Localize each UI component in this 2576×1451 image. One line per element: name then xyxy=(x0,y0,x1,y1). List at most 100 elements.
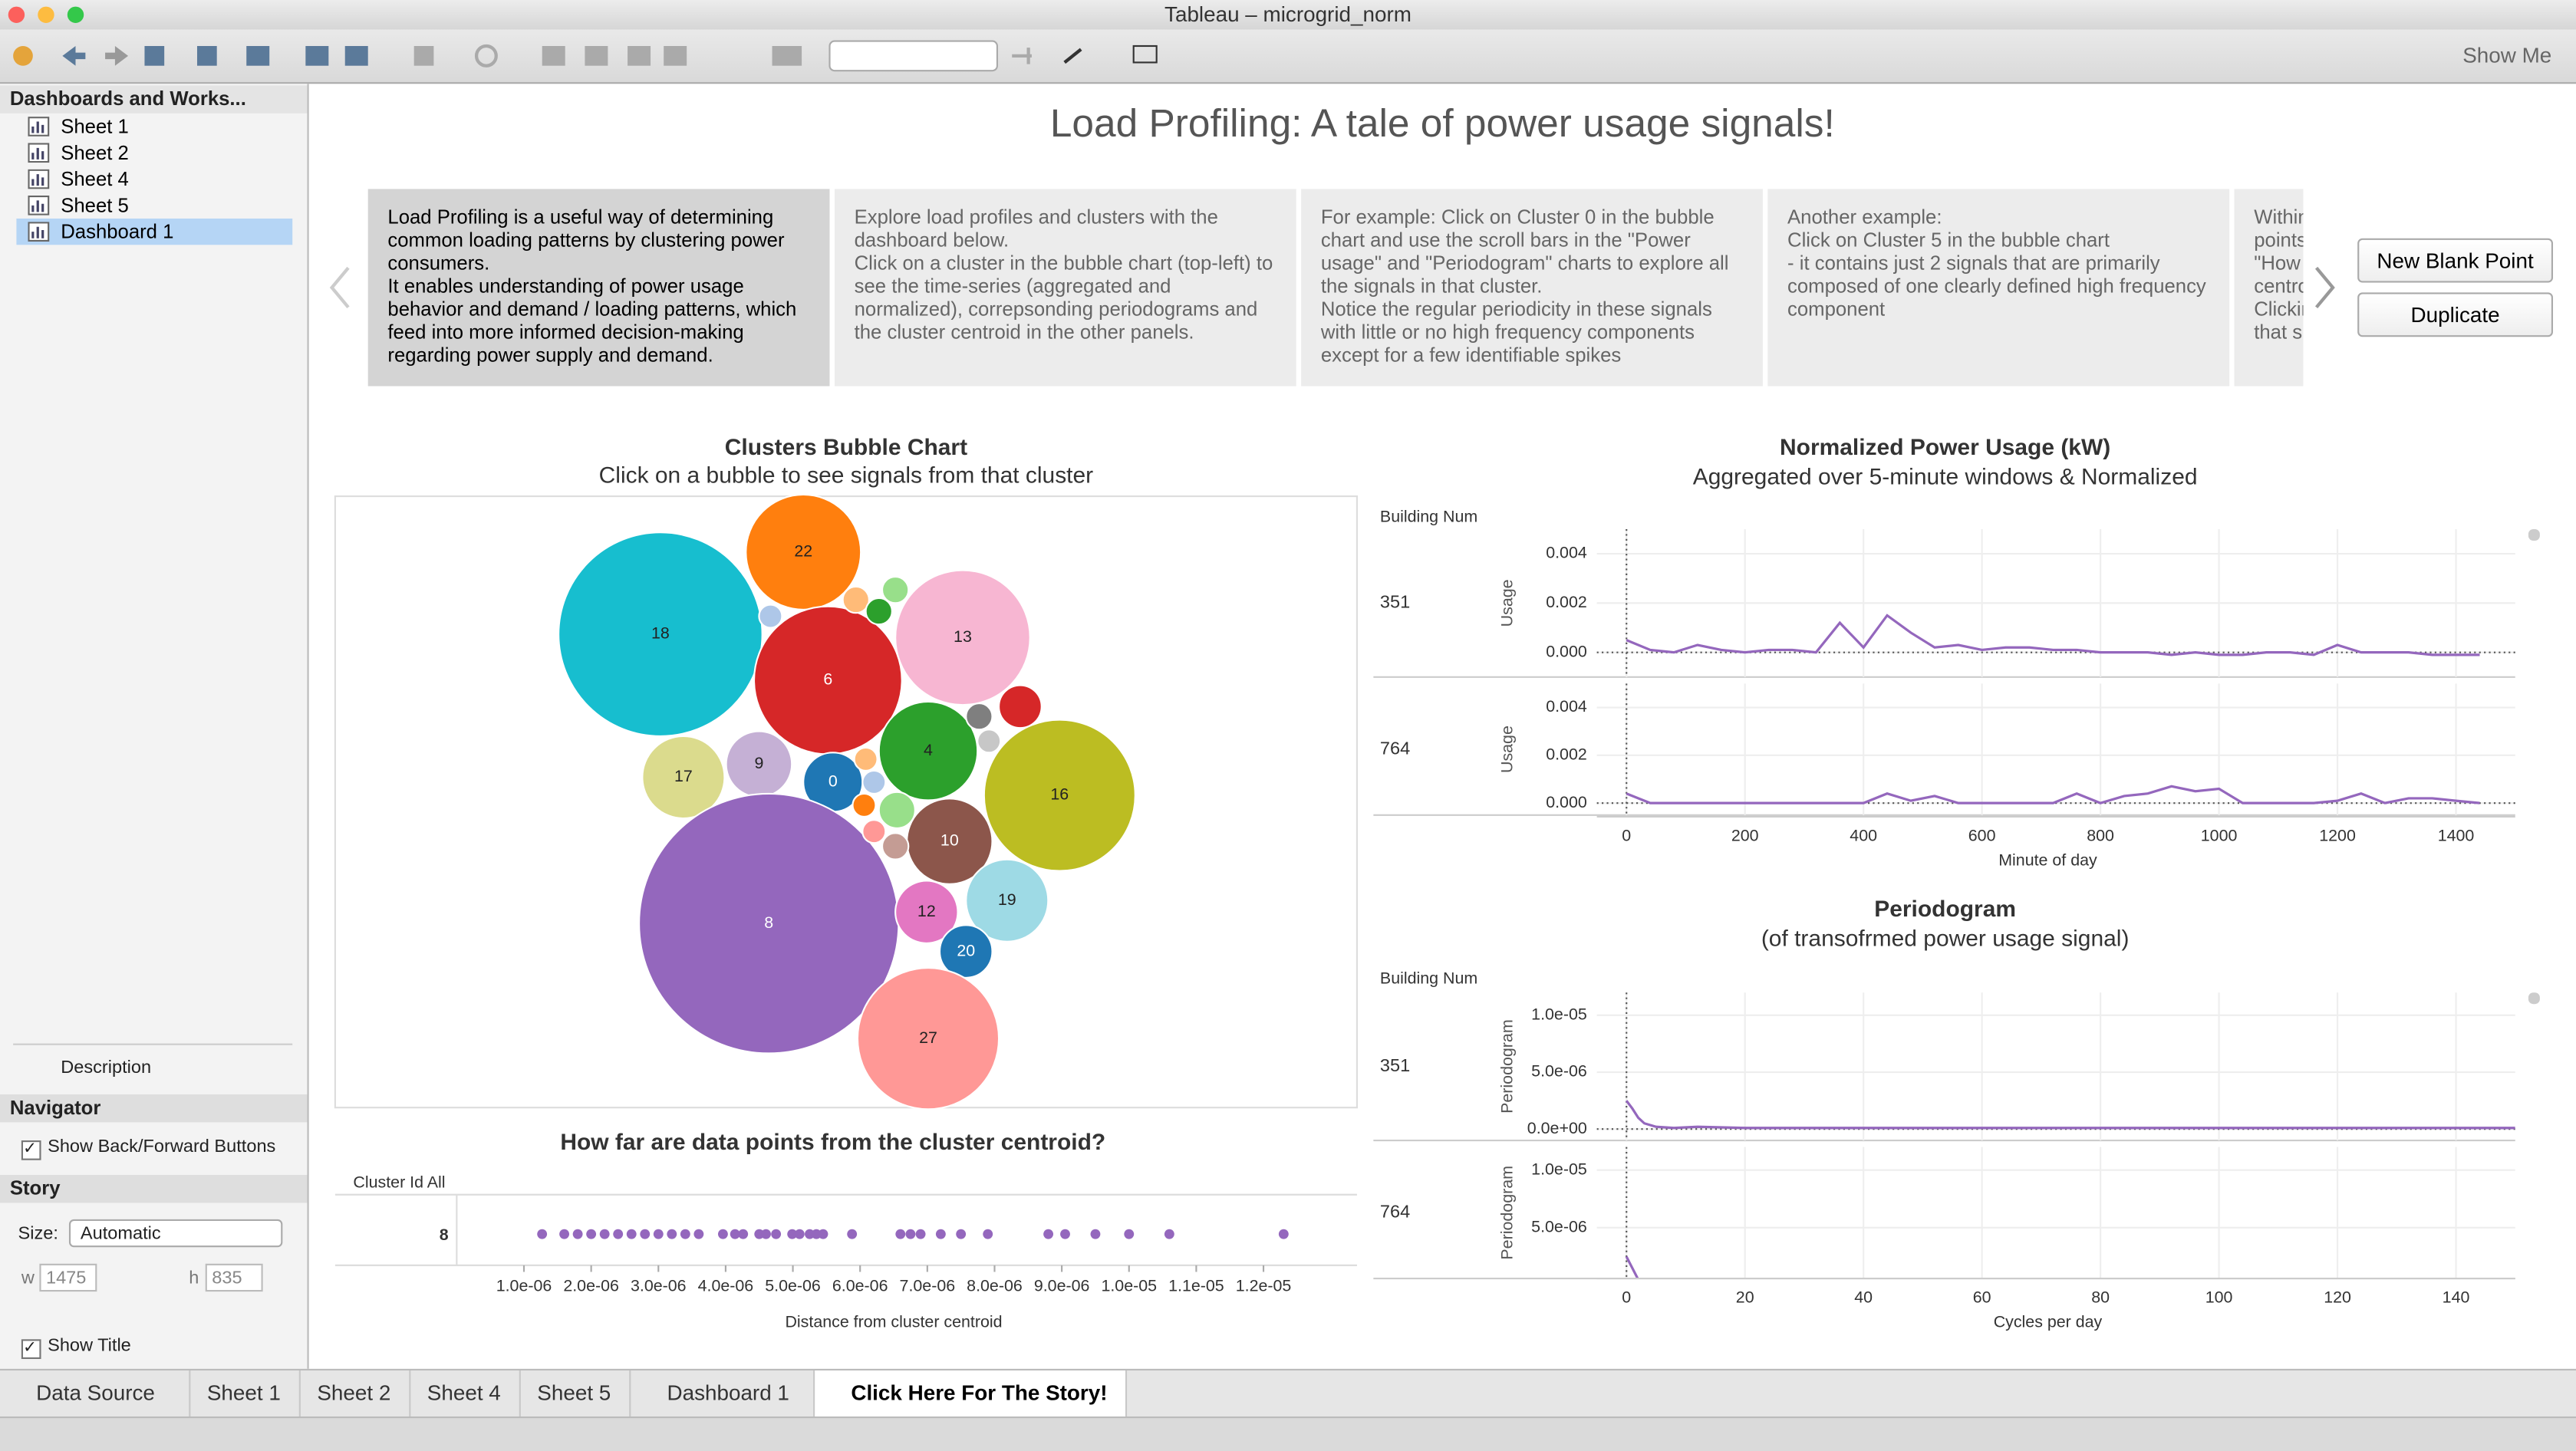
bubble xyxy=(938,924,993,979)
facet-header: Building Num xyxy=(1380,969,1477,988)
toolbar-icon[interactable] xyxy=(772,45,802,66)
arrow-shape[interactable] xyxy=(329,266,350,309)
description-link[interactable]: Description xyxy=(61,1058,152,1078)
arrow-shape[interactable] xyxy=(2314,266,2335,309)
toolbar: Show Me xyxy=(0,29,2576,84)
bubble xyxy=(842,585,870,614)
prev-arrow[interactable] xyxy=(322,263,355,312)
bubble xyxy=(853,746,878,772)
width-input[interactable]: 1475 xyxy=(39,1263,97,1292)
checkbox[interactable]: ✓ xyxy=(21,1339,41,1360)
sheet-tab[interactable]: Click Here For The Story! xyxy=(815,1370,1128,1417)
toolbar-icon[interactable] xyxy=(1012,48,1032,64)
forward-button[interactable] xyxy=(105,45,129,66)
y-axis-label: Usage xyxy=(1498,726,1517,773)
dot xyxy=(915,1229,926,1239)
x-tick-label: 0 xyxy=(1622,826,1631,844)
toolbar-icon[interactable] xyxy=(196,45,217,66)
story-point[interactable]: For example: Click on Cluster 0 in the b… xyxy=(1301,189,1763,387)
size-dropdown[interactable]: Automatic xyxy=(68,1219,283,1248)
sheet-icon xyxy=(28,117,50,137)
toolbar-icon[interactable] xyxy=(246,45,270,66)
bubble xyxy=(865,597,893,626)
icon-bars xyxy=(31,200,44,212)
x-tick-label: 7.0e-06 xyxy=(900,1276,956,1295)
toolbar-icon[interactable] xyxy=(1132,44,1158,64)
sheet-icon xyxy=(28,143,50,163)
bubble xyxy=(856,966,1000,1110)
bubble-label: 27 xyxy=(919,1028,937,1047)
x-tick-label: 1.2e-05 xyxy=(1236,1276,1292,1295)
show-title-option[interactable]: ✓ Show Title xyxy=(21,1336,131,1360)
x-tick-label: 1.1e-05 xyxy=(1168,1276,1224,1295)
y-tick-label: 0.000 xyxy=(1546,793,1587,811)
facet-header: Building Num xyxy=(1380,508,1477,526)
checkbox[interactable]: ✓ xyxy=(21,1140,41,1160)
toolbar-icon[interactable] xyxy=(542,45,565,66)
toolbar-icon[interactable] xyxy=(413,45,434,66)
story-point[interactable]: Explore load profiles and clusters with … xyxy=(834,189,1296,387)
chart-subtitle: Aggregated over 5-minute windows & Norma… xyxy=(1693,464,2198,489)
toolbar-icon-group[interactable] xyxy=(13,40,1158,72)
toolbar-icon[interactable] xyxy=(585,45,608,66)
bubble xyxy=(758,604,783,629)
x-tick-label: 60 xyxy=(1973,1288,1991,1306)
new-point-button[interactable]: New Blank Point xyxy=(2357,238,2554,283)
height-input[interactable]: 835 xyxy=(205,1263,263,1292)
sidebar-header: Dashboards and Works... xyxy=(0,85,308,114)
dot xyxy=(794,1229,805,1239)
toolbar-icon[interactable] xyxy=(628,45,651,66)
dot xyxy=(537,1229,548,1239)
dot xyxy=(761,1229,771,1239)
story-point[interactable]: Within points "How centro Clickin that s xyxy=(2234,189,2304,387)
sheet-tab[interactable]: Sheet 4 xyxy=(410,1370,521,1417)
y-axis-label: Periodogram xyxy=(1498,1019,1517,1114)
x-tick-label: 80 xyxy=(2091,1288,2110,1306)
toolbar-icon[interactable] xyxy=(13,45,33,66)
dot xyxy=(667,1229,677,1239)
sheet-item[interactable]: Dashboard 1 xyxy=(16,218,293,245)
sheet-tab[interactable]: Dashboard 1 xyxy=(631,1370,815,1417)
story-point[interactable]: Another example: Click on Cluster 5 in t… xyxy=(1767,189,2230,387)
next-arrow[interactable] xyxy=(2308,263,2341,312)
story-point[interactable]: Load Profiling is a useful way of determ… xyxy=(367,189,830,387)
back-button[interactable] xyxy=(62,45,86,66)
minimize-button[interactable] xyxy=(38,6,54,23)
dot xyxy=(771,1229,782,1239)
toolbar-icon[interactable] xyxy=(305,45,329,66)
toolbar-icon[interactable] xyxy=(1063,48,1082,64)
bubble-label: 6 xyxy=(823,670,832,689)
y-tick-label: 5.0e-06 xyxy=(1531,1062,1587,1081)
show-buttons-option[interactable]: ✓ Show Back/Forward Buttons xyxy=(21,1137,276,1160)
sheet-item[interactable]: Sheet 4 xyxy=(16,166,292,192)
bubble-label: 12 xyxy=(917,902,936,920)
y-axis-label: Periodogram xyxy=(1498,1166,1517,1260)
series-line xyxy=(1625,1255,1639,1279)
show-me-button[interactable]: Show Me xyxy=(2462,42,2552,67)
sheet-tab[interactable]: Sheet 2 xyxy=(301,1370,411,1417)
bubble xyxy=(878,791,916,829)
bubble-label: 0 xyxy=(828,772,838,791)
sheet-item[interactable]: Sheet 2 xyxy=(16,140,292,166)
toolbar-dropdown[interactable] xyxy=(828,40,999,72)
sheet-tab[interactable]: Data Source xyxy=(0,1370,191,1417)
x-tick-label: 5.0e-06 xyxy=(765,1276,821,1295)
window-controls[interactable] xyxy=(7,5,89,25)
toolbar-icon[interactable] xyxy=(344,45,368,66)
sheet-item[interactable]: Sheet 5 xyxy=(16,192,292,219)
sheet-item[interactable]: Sheet 1 xyxy=(16,114,292,140)
dot xyxy=(730,1229,740,1239)
toolbar-icon[interactable] xyxy=(664,45,687,66)
save-button[interactable] xyxy=(144,45,165,66)
sheet-tab[interactable]: Sheet 5 xyxy=(521,1370,631,1417)
duplicate-button[interactable]: Duplicate xyxy=(2357,292,2554,337)
dot xyxy=(895,1229,906,1239)
bubble xyxy=(965,858,1049,943)
toolbar-icon[interactable] xyxy=(474,44,498,67)
sheet-tab[interactable]: Sheet 1 xyxy=(190,1370,301,1417)
close-button[interactable] xyxy=(8,6,25,23)
sheet-icon xyxy=(28,222,50,242)
story-header: Story xyxy=(0,1175,308,1203)
zoom-button[interactable] xyxy=(67,6,84,23)
